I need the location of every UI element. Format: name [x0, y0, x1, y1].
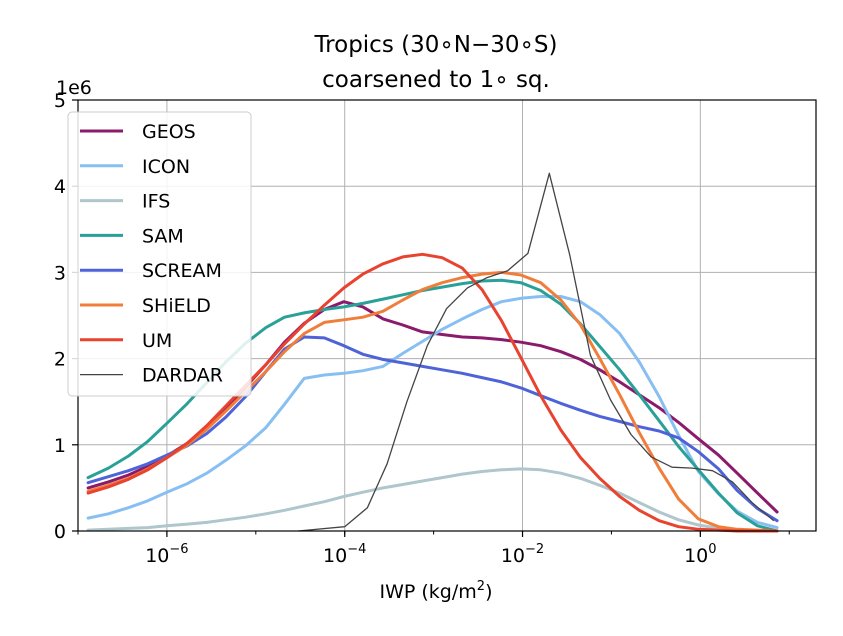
x-axis-label: IWP (kg/m2) — [380, 579, 493, 603]
y-tick-label: 4 — [54, 176, 66, 198]
legend-label-geos: GEOS — [142, 121, 196, 143]
y-tick-label: 2 — [54, 349, 66, 371]
legend-box — [67, 111, 252, 397]
legend-label-ifs: IFS — [142, 191, 170, 213]
x-tick-label: 10−6 — [145, 542, 188, 567]
y-tick-label: 5 — [54, 90, 66, 112]
y-tick-label: 1 — [54, 435, 66, 457]
series-line-shield — [86, 270, 779, 533]
chart-title-line-1: Tropics (30∘N−30∘S) — [314, 32, 558, 58]
x-tick-label: 10−4 — [323, 542, 366, 567]
legend: GEOS ICON IFS SAM SCREAM SHiELD UM DARDAR — [67, 111, 252, 397]
series-line-scream — [86, 335, 779, 523]
x-axis-ticks: 10−6 10−4 10−2 100 — [77, 531, 790, 567]
chart-title-line-2: coarsened to 1∘ sq. — [322, 67, 550, 93]
legend-label-scream: SCREAM — [142, 260, 222, 282]
x-tick-label: 100 — [684, 542, 716, 567]
legend-label-shield: SHiELD — [142, 295, 211, 317]
legend-label-um: UM — [142, 330, 172, 352]
legend-label-dardar: DARDAR — [142, 365, 223, 387]
y-tick-label: 0 — [54, 521, 66, 543]
series-line-um — [86, 252, 779, 533]
y-offset-label: 1e6 — [56, 77, 92, 99]
y-tick-label: 3 — [54, 262, 66, 284]
series-line-ifs — [86, 467, 779, 533]
y-axis-ticks: 0 1 2 3 4 5 — [54, 90, 78, 543]
x-tick-label: 10−2 — [501, 542, 544, 567]
legend-label-icon: ICON — [142, 156, 190, 178]
legend-label-sam: SAM — [142, 225, 184, 247]
series-line-dardar — [298, 172, 775, 532]
